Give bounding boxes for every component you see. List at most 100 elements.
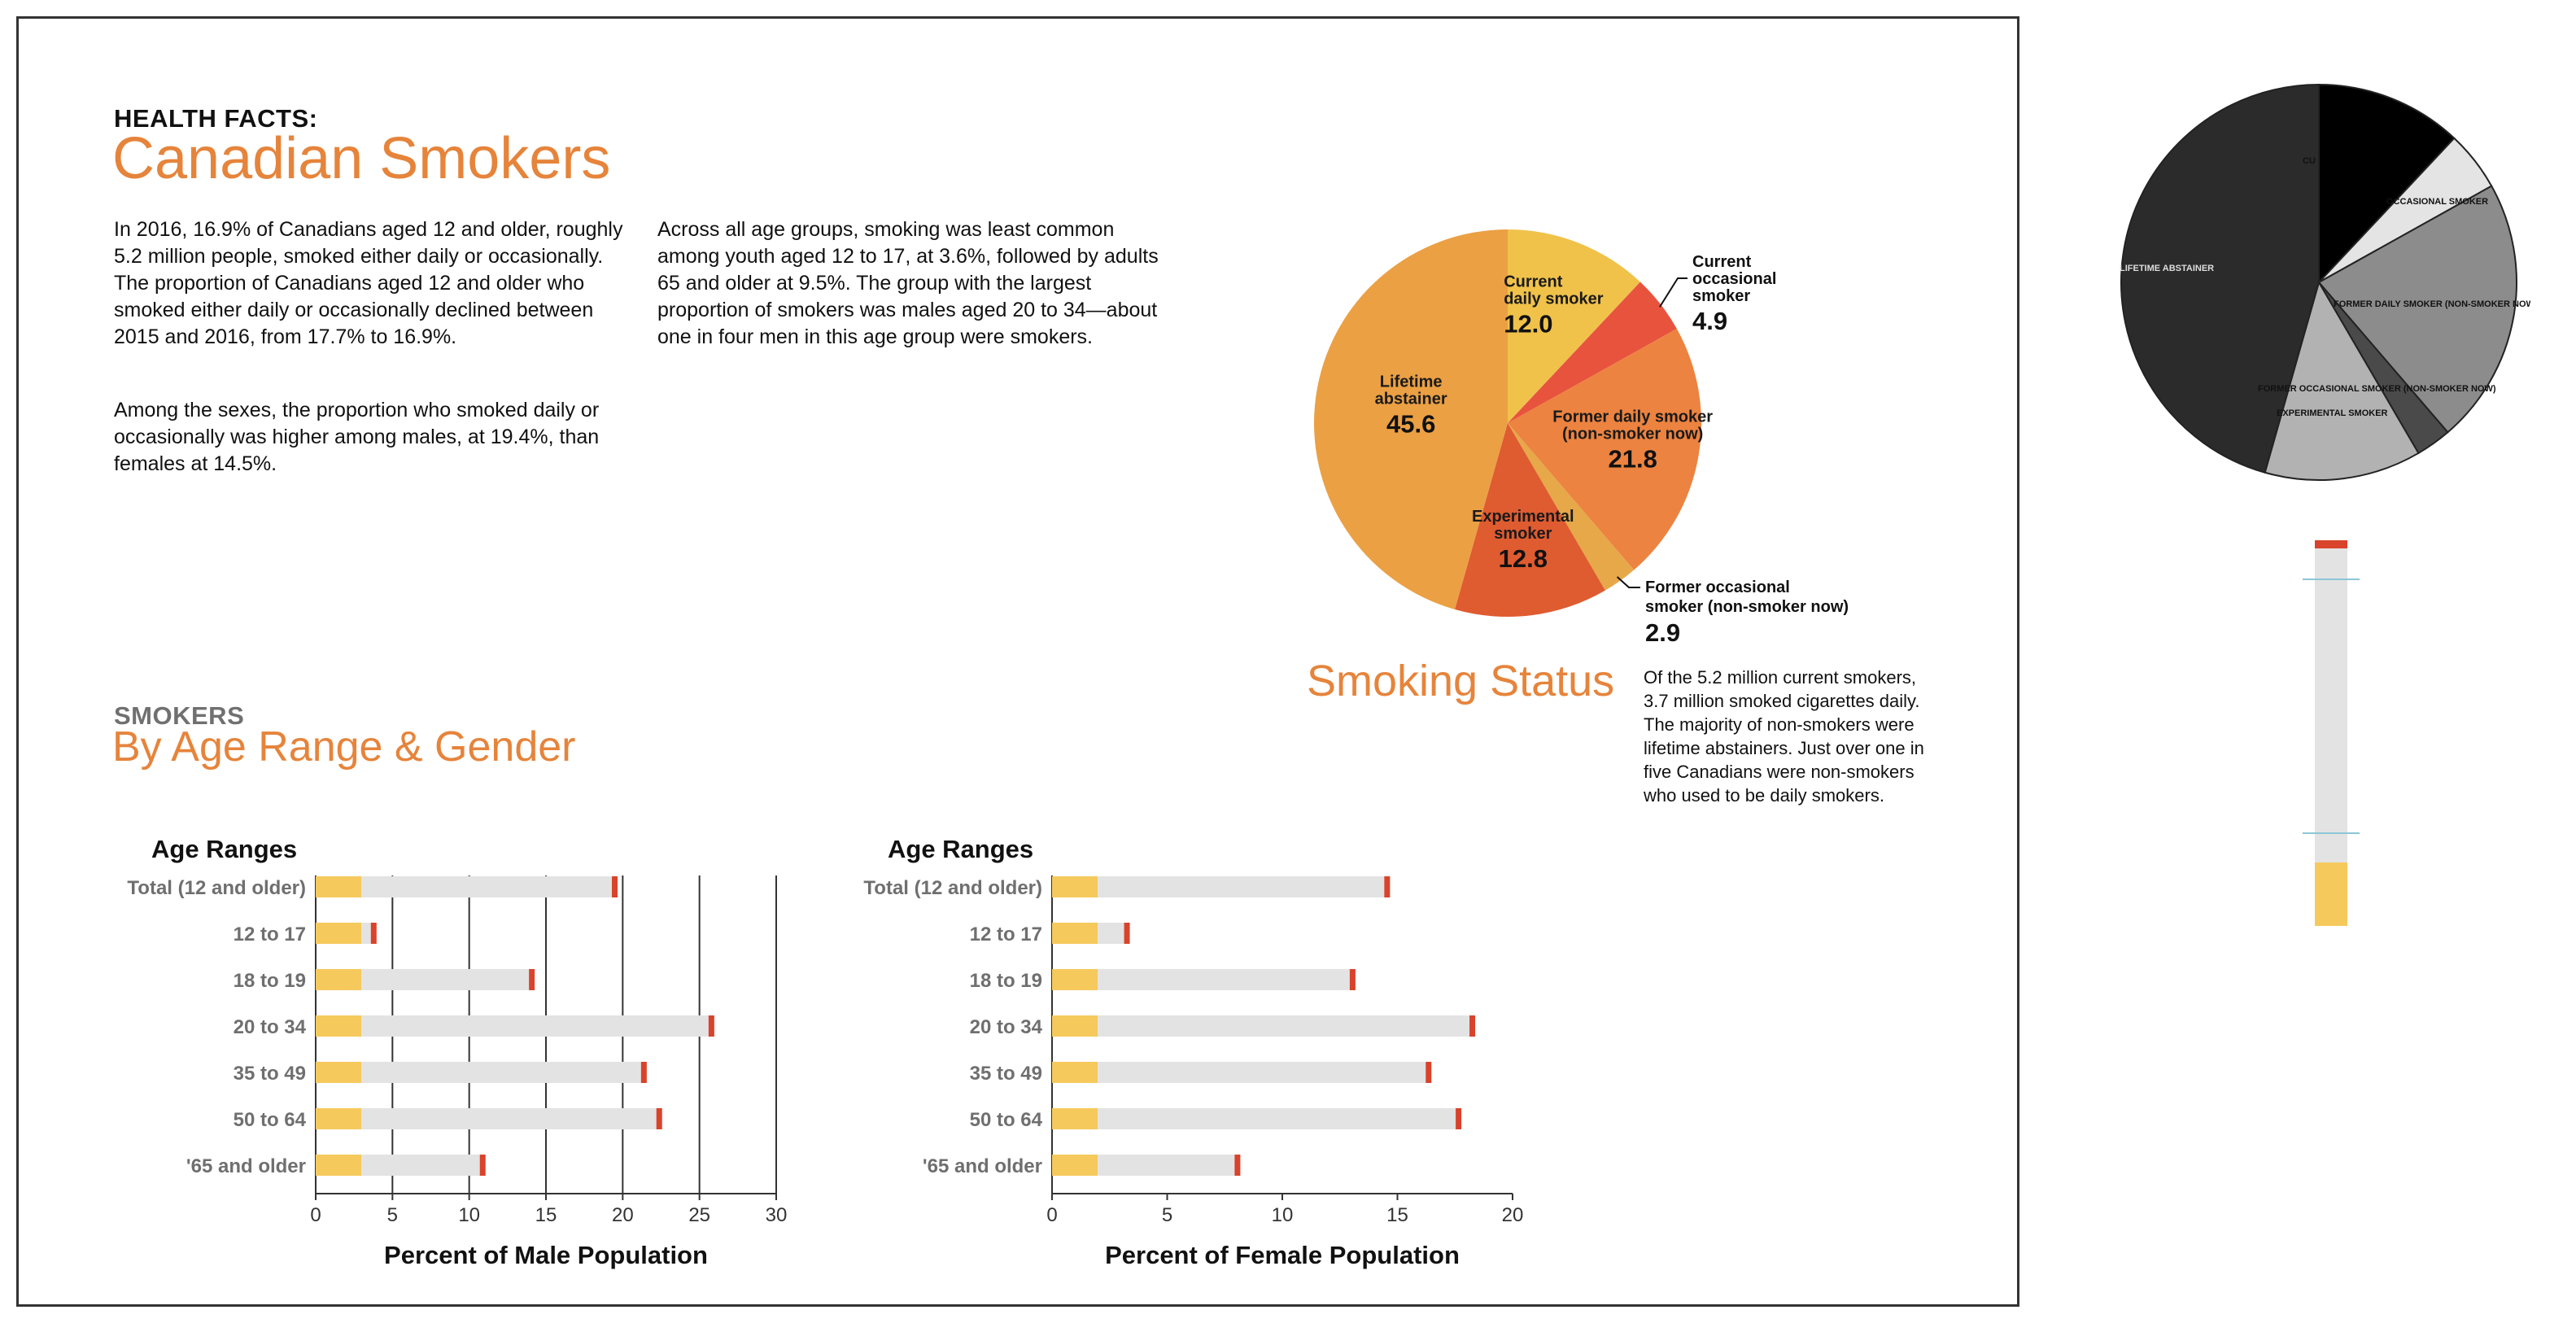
pie-slice-label: abstainer <box>1375 390 1447 408</box>
male-yaxis-title: Age Ranges <box>151 835 297 863</box>
pie-slice <box>1508 423 1635 591</box>
female-category-label: 50 to 64 <box>970 1109 1043 1131</box>
male-tick-label: 25 <box>688 1204 710 1226</box>
mono-pie-label: LIFETIME ABSTAINER <box>2120 264 2214 273</box>
male-category-label: 50 to 64 <box>234 1109 307 1131</box>
smoking-status-title: Smoking Status <box>1307 657 1615 705</box>
male-bar-filter <box>316 969 361 990</box>
mono-pie-slice <box>2317 185 2517 434</box>
pie-slice-label: occasional <box>1692 270 1776 288</box>
female-tick-label: 5 <box>1162 1204 1172 1226</box>
pie-slice-label: Former occasional <box>1645 579 1790 596</box>
female-category-label: Total (12 and older) <box>863 877 1042 899</box>
pie-slice-label: Lifetime <box>1380 373 1443 391</box>
female-bar <box>1052 1015 1472 1037</box>
female-bar-ember <box>1426 1062 1432 1083</box>
pie-slice-value: 45.6 <box>1386 409 1435 438</box>
female-yaxis-title: Age Ranges <box>888 835 1033 863</box>
pie-slice <box>1455 423 1605 617</box>
male-category-label: Total (12 and older) <box>127 877 306 899</box>
male-bar-ember <box>479 1155 486 1176</box>
pie-slice-label: Current <box>1504 273 1563 291</box>
male-bar <box>316 876 614 897</box>
pie-slice-label: smoker <box>1494 525 1552 543</box>
mono-pie-slice <box>2120 83 2320 474</box>
male-bar-filter <box>316 876 361 897</box>
male-tick-label: 20 <box>612 1204 634 1226</box>
male-bar-chart: Age Ranges Total (12 and older) 12 to 17 18… <box>127 835 787 1269</box>
male-bar-ember <box>708 1015 714 1037</box>
pie-slice-label: Experimental <box>1472 508 1574 526</box>
pie-slice-value: 4.9 <box>1692 307 1727 335</box>
male-bar-ember <box>529 969 535 990</box>
male-bar <box>316 1062 643 1083</box>
male-bar-ember <box>612 876 618 897</box>
female-bar-filter <box>1052 923 1098 944</box>
male-tick-label: 15 <box>535 1204 557 1226</box>
female-bar-ember <box>1124 923 1130 944</box>
pie-slice-label: Former daily smoker <box>1552 408 1713 426</box>
female-bar-filter <box>1052 876 1098 897</box>
female-category-label: 35 to 49 <box>970 1063 1042 1085</box>
intro-paragraph-2: Among the sexes, the proportion who smok… <box>114 399 600 475</box>
pie-slice-label: daily smoker <box>1504 290 1604 308</box>
female-bar-filter <box>1052 969 1098 990</box>
leader-line <box>1616 576 1640 588</box>
pie-slice <box>1314 229 1508 609</box>
pie-slice-label: Current <box>1692 253 1752 271</box>
female-category-label: 12 to 17 <box>970 923 1042 945</box>
female-bar-filter <box>1052 1015 1098 1037</box>
male-tick-label: 5 <box>387 1204 398 1226</box>
mono-pie-label: OCCASIONAL SMOKER <box>2386 197 2488 207</box>
male-bar-filter <box>316 1062 361 1083</box>
female-bar-ember <box>1384 876 1391 897</box>
male-tick-label: 0 <box>310 1204 321 1226</box>
female-bar-ember <box>1469 1015 1476 1037</box>
female-tick-label: 20 <box>1502 1204 1524 1226</box>
pie-slice-value: 2.9 <box>1645 618 1680 647</box>
female-bar <box>1052 969 1351 990</box>
section-kicker: SMOKERS <box>114 701 245 730</box>
mono-pie-slice <box>2318 83 2456 285</box>
mono-pie-slice <box>2264 280 2420 481</box>
cigarette-illustration <box>2303 540 2360 926</box>
intro-paragraph-3: Across all age groups, smoking was least… <box>657 218 1159 348</box>
mono-pie-label: EXPERIMENTAL SMOKER <box>2277 408 2388 418</box>
pie-slice-label: (non-smoker now) <box>1562 425 1703 443</box>
monochrome-pie-chart: CU OCCASIONAL SMOKER FORMER DAILY SMOKER (… <box>2120 83 2530 481</box>
mono-pie-label: FORMER OCCASIONAL SMOKER (NON-SMOKER NOW… <box>2258 384 2496 394</box>
pie-slice-label: smoker <box>1692 287 1750 305</box>
female-bar <box>1052 876 1386 897</box>
mono-pie-label: CU <box>2303 156 2316 166</box>
male-tick-label: 10 <box>458 1204 480 1226</box>
female-tick-label: 10 <box>1272 1204 1294 1226</box>
pie-slice-label: smoker (non-smoker now) <box>1645 598 1849 616</box>
male-category-label: '65 and older <box>186 1155 306 1177</box>
male-xaxis-title: Percent of Male Population <box>384 1241 708 1269</box>
male-category-label: 35 to 49 <box>234 1063 306 1085</box>
pie-slice-value: 12.8 <box>1499 544 1548 573</box>
male-bar-ember <box>370 923 377 944</box>
male-bar-ember <box>656 1108 662 1129</box>
male-bar <box>316 1108 658 1129</box>
female-tick-label: 15 <box>1386 1204 1408 1226</box>
female-category-label: '65 and older <box>923 1155 1042 1177</box>
female-bar-filter <box>1052 1108 1098 1129</box>
pie-slice <box>1508 282 1677 423</box>
page-title: Canadian Smokers <box>112 126 611 191</box>
female-category-label: 20 to 34 <box>970 1016 1043 1038</box>
female-bar-ember <box>1456 1108 1462 1129</box>
pie-slice-value: 12.0 <box>1504 310 1552 338</box>
male-bar-ember <box>640 1062 647 1083</box>
female-tick-label: 0 <box>1046 1204 1057 1226</box>
female-bar-filter <box>1052 1155 1098 1176</box>
intro-paragraph-1: In 2016, 16.9% of Canadians aged 12 and … <box>114 218 623 348</box>
infographic-board <box>16 16 2019 1307</box>
female-bar <box>1052 1108 1458 1129</box>
male-category-label: 20 to 34 <box>234 1016 307 1038</box>
female-bar <box>1052 1062 1428 1083</box>
male-bar-filter <box>316 1015 361 1037</box>
pie-slice-value: 21.8 <box>1609 444 1657 473</box>
leader-line <box>1659 277 1687 308</box>
